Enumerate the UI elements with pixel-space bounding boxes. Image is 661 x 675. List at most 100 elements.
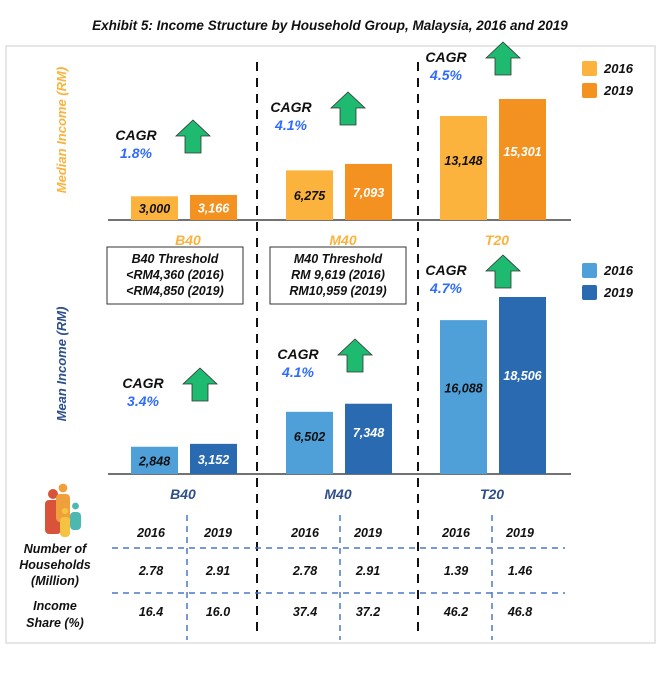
up-arrow-icon <box>329 91 367 126</box>
family-icon-head <box>48 489 58 499</box>
family-icon-body <box>60 517 70 537</box>
bar-m40-2016 <box>286 411 333 474</box>
table-column-header: 2016 <box>441 526 471 540</box>
bar-data-label: 6,502 <box>294 430 325 444</box>
family-icon-head <box>61 507 69 515</box>
cagr-value: 4.1% <box>281 364 314 380</box>
family-icon-body <box>56 494 70 522</box>
legend-swatch-2016 <box>582 263 597 278</box>
category-label: B40 <box>175 232 201 248</box>
frame <box>5 45 656 644</box>
category-label: M40 <box>329 0 356 3</box>
table-row-label: (Million) <box>31 574 79 588</box>
y-axis-label: Mean Income (RM) <box>54 307 69 422</box>
cagr-value: 3.4% <box>127 393 159 409</box>
legend-label: 2016 <box>603 263 634 278</box>
table-cell: 2.91 <box>355 564 380 578</box>
bar-m40-2019 <box>345 403 392 474</box>
bar-data-label: 13,148 <box>444 154 482 168</box>
threshold-box <box>106 246 244 305</box>
bar-data-label: 7,093 <box>353 186 384 200</box>
cagr-label: CAGR <box>122 375 164 391</box>
cagr-value: 4.7% <box>429 280 462 296</box>
table-cell: 2.78 <box>138 564 163 578</box>
up-arrow-icon <box>336 338 374 373</box>
bar-data-label: 3,000 <box>139 202 170 216</box>
category-label: B40 <box>175 0 201 3</box>
up-arrow-icon <box>484 254 522 289</box>
bar-t20-2019 <box>499 99 546 220</box>
table-column-header: 2019 <box>353 526 382 540</box>
cagr-label: CAGR <box>270 99 312 115</box>
threshold-box <box>269 246 407 305</box>
table-cell: 1.39 <box>444 564 468 578</box>
cagr-label: CAGR <box>277 346 319 362</box>
table-cell: 37.2 <box>356 605 380 619</box>
family-icon-head <box>72 502 79 510</box>
family-icon-body <box>70 512 81 530</box>
table-cell: 37.4 <box>293 605 317 619</box>
table-row-label: Income <box>33 599 77 613</box>
threshold-text: <RM4,850 (2019) <box>126 284 224 298</box>
table-cell: 2.91 <box>205 564 230 578</box>
bar-data-label: 6,275 <box>294 189 326 203</box>
legend-swatch-2019 <box>582 285 597 300</box>
cagr-label: CAGR <box>115 127 157 143</box>
legend-swatch-2016 <box>582 61 597 76</box>
bar-b40-2019 <box>190 194 237 220</box>
table-row-label: Households <box>19 558 91 572</box>
chart-title: Exhibit 5: Income Structure by Household… <box>92 18 568 33</box>
table-cell: 2.78 <box>292 564 317 578</box>
group-label: B40 <box>170 486 196 502</box>
bar-data-label: 3,152 <box>198 453 229 467</box>
cagr-value: 4.1% <box>274 117 307 133</box>
table-row-label: Share (%) <box>26 616 84 630</box>
group-label: M40 <box>324 486 351 502</box>
bar-data-label: 3,166 <box>198 201 230 215</box>
bar-data-label: 15,301 <box>503 145 541 159</box>
bar-b40-2019 <box>190 443 237 474</box>
cagr-value: 4.5% <box>429 67 462 83</box>
legend-swatch-2019 <box>582 83 597 98</box>
threshold-text: M40 Threshold <box>294 252 383 266</box>
up-arrow-icon <box>174 119 212 154</box>
table-cell: 46.8 <box>507 605 532 619</box>
bar-data-label: 7,348 <box>353 426 384 440</box>
y-axis-label: Median Income (RM) <box>54 67 69 193</box>
bar-b40-2016 <box>131 446 178 474</box>
bar-m40-2019 <box>345 163 392 220</box>
up-arrow-icon <box>484 41 522 76</box>
bar-m40-2016 <box>286 170 333 220</box>
cagr-label: CAGR <box>425 49 467 65</box>
category-label: M40 <box>329 232 356 248</box>
table-cell: 1.46 <box>508 564 533 578</box>
family-icon-head <box>58 483 68 493</box>
threshold-text: RM 9,619 (2016) <box>291 268 385 282</box>
bar-t20-2019 <box>499 297 546 474</box>
table-column-header: 2019 <box>505 526 534 540</box>
bar-data-label: 2,848 <box>138 454 170 468</box>
bar-b40-2016 <box>131 196 178 220</box>
bar-data-label: 16,088 <box>444 381 482 395</box>
category-label: T20 <box>485 232 509 248</box>
up-arrow-icon <box>181 367 219 402</box>
table-cell: 46.2 <box>443 605 468 619</box>
table-cell: 16.0 <box>206 605 230 619</box>
table-row-label: Number of <box>24 542 88 556</box>
legend-label: 2019 <box>603 285 634 300</box>
bar-t20-2016 <box>440 320 487 474</box>
category-label: T20 <box>485 0 509 3</box>
bar-data-label: 18,506 <box>503 369 542 383</box>
table-column-header: 2019 <box>203 526 232 540</box>
table-column-header: 2016 <box>290 526 320 540</box>
threshold-text: B40 Threshold <box>132 252 219 266</box>
table-column-header: 2016 <box>136 526 166 540</box>
group-label: T20 <box>480 486 504 502</box>
legend-label: 2016 <box>603 61 634 76</box>
threshold-text: <RM4,360 (2016) <box>126 268 224 282</box>
legend-label: 2019 <box>603 83 634 98</box>
cagr-value: 1.8% <box>120 145 152 161</box>
threshold-text: RM10,959 (2019) <box>289 284 386 298</box>
bar-t20-2016 <box>440 116 487 220</box>
